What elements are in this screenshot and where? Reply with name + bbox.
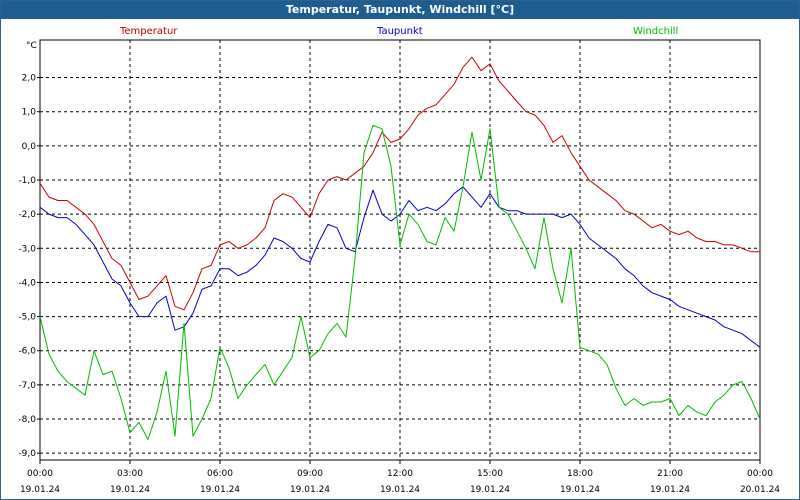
y-tick-label: -7,0 [18, 381, 36, 391]
grid-lines [40, 40, 760, 460]
y-tick-label: 0,0 [22, 142, 37, 152]
x-tick-date: 19.01.24 [20, 485, 60, 495]
series-line-temperatur [39, 56, 760, 311]
y-tick-label: -5,0 [18, 313, 36, 323]
x-tick-time: 06:00 [207, 469, 233, 479]
legend-temperatur: Temperatur [119, 26, 178, 37]
x-tick-time: 00:00 [27, 469, 53, 479]
legend-taupunkt: Taupunkt [376, 26, 423, 37]
x-tick-date: 20.01.24 [740, 485, 780, 495]
x-tick-time: 03:00 [117, 469, 143, 479]
y-tick-label: -3,0 [18, 244, 36, 254]
x-tick-date: 19.01.24 [380, 485, 420, 495]
x-tick-date: 19.01.24 [560, 485, 600, 495]
x-tick-time: 15:00 [477, 469, 503, 479]
x-tick-date: 19.01.24 [650, 485, 690, 495]
series-line-taupunkt [39, 186, 761, 348]
x-tick-time: 09:00 [297, 469, 323, 479]
y-tick-label: -4,0 [18, 278, 36, 288]
x-axis-ticks: 00:00 19.01.24 03:00 19.01.24 06:00 19.01.24 0… [20, 460, 780, 495]
y-tick-label: 2,0 [22, 74, 37, 84]
series-line-windchill [39, 124, 761, 440]
x-tick-time: 00:00 [747, 469, 773, 479]
x-tick-date: 19.01.24 [200, 485, 240, 495]
x-tick-date: 19.01.24 [110, 485, 150, 495]
x-tick-date: 19.01.24 [290, 485, 330, 495]
window-title: Temperatur, Taupunkt, Windchill [°C] [1, 1, 799, 19]
legend-windchill: Windchill [633, 26, 678, 37]
y-tick-label: 1,0 [22, 108, 37, 118]
y-tick-label: -9,0 [18, 449, 36, 459]
x-tick-time: 18:00 [567, 469, 593, 479]
y-tick-label: -2,0 [18, 210, 36, 220]
y-axis-unit: °C [26, 41, 37, 51]
x-tick-time: 21:00 [657, 469, 683, 479]
y-tick-label: -1,0 [18, 176, 36, 186]
y-tick-label: -6,0 [18, 347, 36, 357]
x-tick-date: 19.01.24 [470, 485, 510, 495]
y-axis-ticks: 2,0 1,0 0,0 -1,0 -2,0 -3,0 -4,0 -5,0 -6,0 -7,0 -8,… [18, 74, 40, 459]
series-lines [39, 56, 761, 440]
x-tick-time: 12:00 [387, 469, 413, 479]
y-tick-label: -8,0 [18, 415, 36, 425]
